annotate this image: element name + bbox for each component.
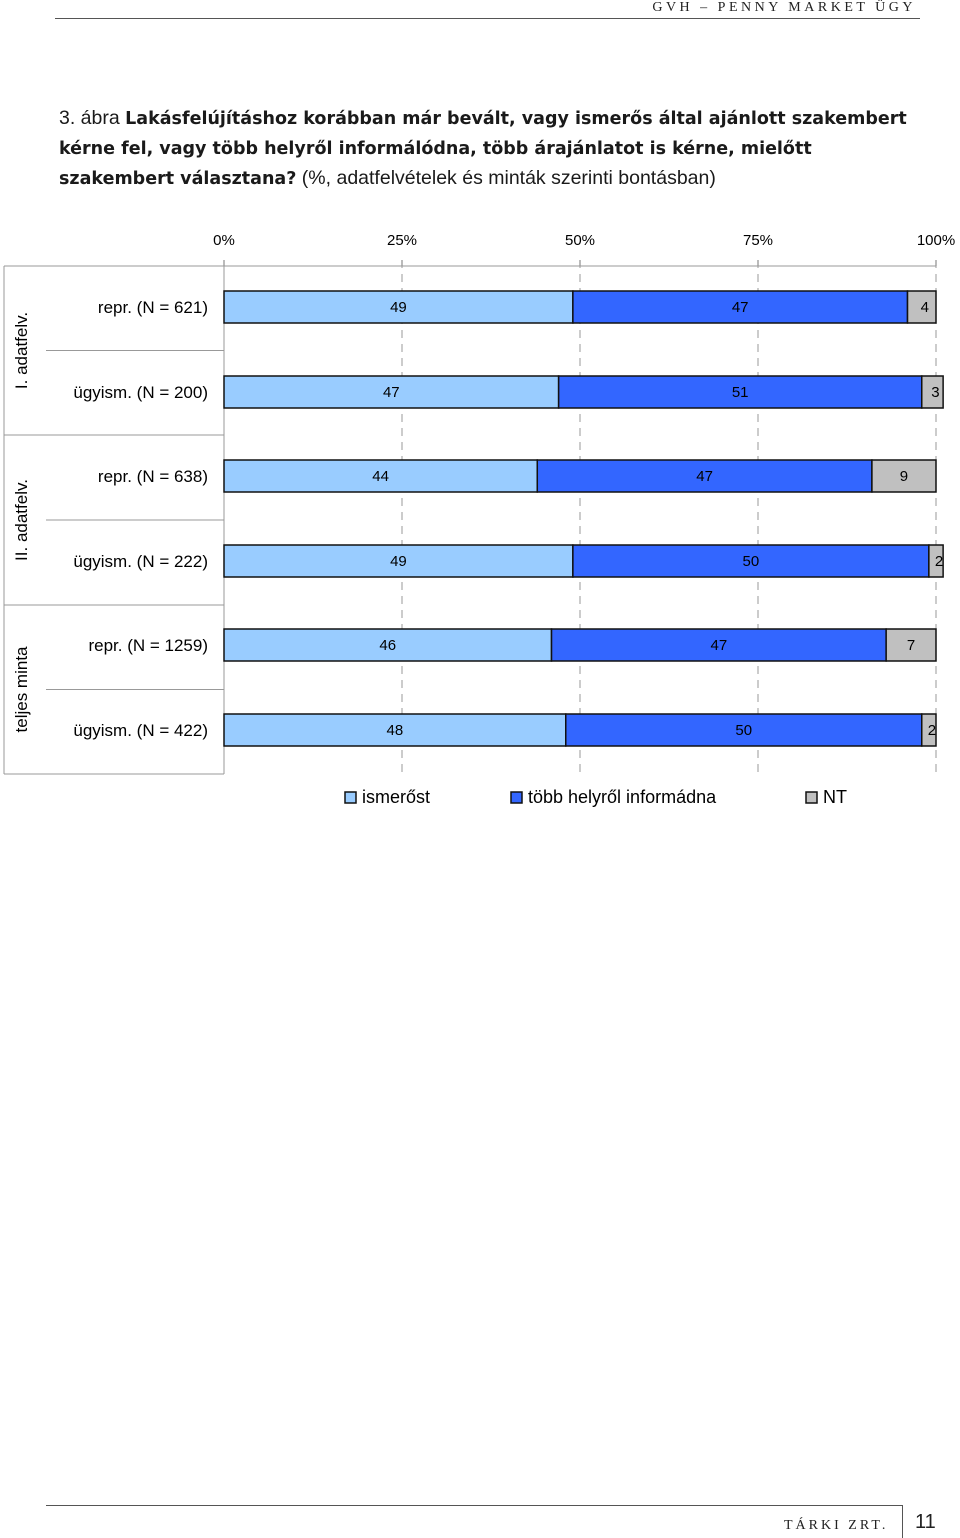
bar-segment (223, 290, 574, 324)
bar-segment (921, 375, 944, 409)
footer-company: TÁRKI ZRT. (784, 1518, 889, 1533)
bar-segment (223, 375, 560, 409)
footer-divider (902, 1505, 903, 1538)
bar-value-label: 47 (710, 637, 727, 654)
page-number: 11 (915, 1511, 936, 1533)
row-label: ügyism. (N = 200) (73, 383, 208, 402)
bar-value-label: 49 (390, 553, 407, 570)
bar-value-label: 50 (743, 553, 760, 570)
figure-caption: 3. ábra Lakásfelújításhoz korábban már b… (59, 104, 921, 194)
bar-segment (550, 628, 887, 662)
row-label: repr. (N = 621) (98, 298, 208, 317)
bar-segment (223, 628, 553, 662)
row-label: repr. (N = 1259) (88, 636, 208, 655)
x-tick-label: 75% (743, 232, 773, 249)
legend-swatch (510, 791, 523, 804)
bar-value-label: 44 (372, 468, 389, 485)
group-label: I. adatfelv. (12, 312, 31, 389)
caption-suffix: (%, adatfelvételek és minták szerinti bo… (296, 167, 716, 189)
bar-segment (871, 459, 937, 493)
bar-value-label: 46 (379, 637, 396, 654)
x-tick-label: 0% (213, 232, 235, 249)
bar-value-label: 7 (907, 637, 915, 654)
group-label: teljes minta (12, 646, 31, 733)
bar-value-label: 51 (732, 384, 749, 401)
row-label: repr. (N = 638) (98, 467, 208, 486)
header-rule (55, 18, 920, 19)
legend-label: NT (823, 787, 847, 807)
legend-label: ismerőst (362, 787, 430, 807)
bar-segment (223, 459, 539, 493)
legend-swatch (805, 791, 818, 804)
bar-value-label: 47 (383, 384, 400, 401)
bar-segment (928, 544, 944, 578)
caption-title: Lakásfelújításhoz korábban már bevált, v… (59, 109, 907, 189)
row-label: ügyism. (N = 422) (73, 721, 208, 740)
bar-value-label: 49 (390, 299, 407, 316)
legend-swatch (344, 791, 357, 804)
header-text: GVH – PENNY MARKET ÜGY (652, 0, 916, 15)
x-tick-label: 100% (917, 232, 955, 249)
bar-segment (557, 375, 923, 409)
bar-segment (223, 544, 574, 578)
bar-segment (572, 290, 909, 324)
group-label: II. adatfelv. (12, 479, 31, 561)
row-label: ügyism. (N = 222) (73, 552, 208, 571)
stacked-bar-chart: 0% 25% 50% 75% 100% I. adatfelv. II. adatfelv.… (3, 232, 955, 807)
bar-value-label: 50 (735, 722, 752, 739)
bar-value-label: 47 (696, 468, 713, 485)
bar-value-label: 2 (935, 553, 943, 570)
bar-value-label: 48 (387, 722, 404, 739)
caption-prefix: 3. ábra (59, 107, 126, 129)
x-tick-label: 50% (565, 232, 595, 249)
bar-value-label: 9 (900, 468, 908, 485)
bar-segment (223, 713, 567, 747)
bar-segment (906, 290, 937, 324)
bar-value-label: 47 (732, 299, 749, 316)
bar-value-label: 3 (931, 384, 939, 401)
bar-segment (885, 628, 937, 662)
bar-value-label: 4 (921, 299, 929, 316)
footer-rule (46, 1505, 902, 1506)
legend-label: több helyről informádna (528, 787, 717, 807)
bar-segment (536, 459, 873, 493)
x-tick-label: 25% (387, 232, 417, 249)
bar-value-label: 2 (928, 722, 936, 739)
bar-segment (921, 713, 937, 747)
